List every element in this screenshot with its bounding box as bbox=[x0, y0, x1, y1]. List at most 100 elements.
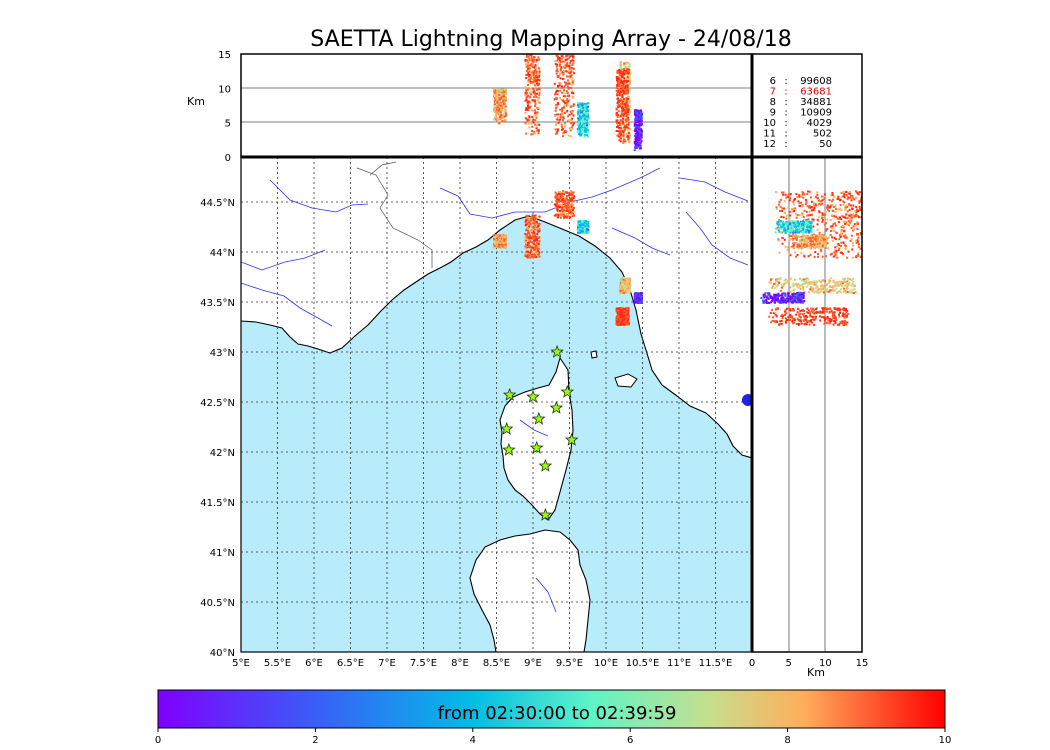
lightning-point-side bbox=[810, 240, 813, 243]
lightning-point-altitude bbox=[532, 121, 535, 124]
lightning-point-side bbox=[792, 237, 795, 240]
lightning-point-altitude bbox=[537, 107, 540, 110]
lightning-point bbox=[529, 234, 532, 237]
lightning-point bbox=[569, 199, 572, 202]
lightning-point-altitude bbox=[494, 91, 497, 94]
lightning-point-side bbox=[776, 284, 779, 287]
lightning-point bbox=[568, 193, 571, 196]
lightning-point-side bbox=[802, 191, 805, 194]
lightning-point-side bbox=[820, 200, 823, 203]
lightning-point bbox=[498, 245, 501, 248]
lightning-point-altitude bbox=[534, 92, 537, 95]
lightning-point-altitude bbox=[564, 83, 567, 86]
lightning-point-side bbox=[847, 283, 850, 286]
lightning-point-side bbox=[832, 281, 835, 284]
lightning-point bbox=[569, 203, 572, 206]
lightning-point-side bbox=[812, 218, 815, 221]
lightning-point-side bbox=[807, 237, 810, 240]
lightning-point-altitude bbox=[618, 132, 621, 135]
lightning-point-altitude bbox=[638, 123, 641, 126]
lightning-point bbox=[624, 290, 627, 293]
lightning-point-altitude bbox=[637, 136, 640, 139]
lightning-point-altitude bbox=[534, 68, 537, 71]
lightning-point bbox=[528, 236, 531, 239]
lightning-point bbox=[616, 320, 619, 323]
lightning-point-side bbox=[821, 286, 824, 289]
lightning-point-altitude bbox=[627, 71, 630, 74]
lightning-point-side bbox=[804, 231, 807, 234]
lightning-point-altitude bbox=[617, 106, 620, 109]
lightning-point-altitude bbox=[496, 101, 499, 104]
lightning-point bbox=[571, 211, 574, 214]
lightning-point-altitude bbox=[557, 103, 560, 106]
lightning-point bbox=[537, 223, 540, 226]
lightning-point-altitude bbox=[623, 131, 626, 134]
lightning-point-side bbox=[808, 240, 811, 243]
lightning-point bbox=[571, 209, 574, 212]
lightning-point bbox=[572, 215, 575, 218]
lightning-point-altitude bbox=[534, 60, 537, 63]
lightning-point bbox=[584, 220, 587, 223]
lightning-point-altitude bbox=[536, 111, 539, 114]
lightning-point-side bbox=[815, 241, 818, 244]
lightning-point-altitude bbox=[580, 134, 583, 137]
lightning-point-altitude bbox=[564, 101, 567, 104]
lightning-point-side bbox=[816, 238, 819, 241]
lightning-point bbox=[626, 320, 629, 323]
lightning-point bbox=[531, 237, 534, 240]
lightning-point-side bbox=[828, 281, 831, 284]
lightning-point-side bbox=[844, 222, 847, 225]
lightning-point-side bbox=[855, 256, 858, 259]
lightning-point-altitude bbox=[496, 118, 499, 121]
lightning-point bbox=[570, 205, 573, 208]
lightning-point-side bbox=[801, 220, 804, 223]
lightning-point bbox=[497, 244, 500, 247]
lightning-point-side bbox=[823, 288, 826, 291]
lightning-point-side bbox=[831, 225, 834, 228]
lightning-point-side bbox=[842, 290, 845, 293]
lightning-point-altitude bbox=[639, 123, 642, 126]
lightning-point bbox=[624, 277, 627, 280]
lightning-point-altitude bbox=[555, 91, 558, 94]
lightning-point-side bbox=[805, 244, 808, 247]
lightning-point-altitude bbox=[627, 129, 630, 132]
lightning-point-side bbox=[798, 194, 801, 197]
lightning-point bbox=[564, 214, 567, 217]
lightning-point bbox=[534, 227, 537, 230]
lightning-point-altitude bbox=[562, 73, 565, 76]
lightning-point-altitude bbox=[579, 130, 582, 133]
lightning-point bbox=[564, 199, 567, 202]
lightning-point bbox=[627, 286, 630, 289]
lightning-point-altitude bbox=[585, 120, 588, 123]
lightning-point-side bbox=[788, 199, 791, 202]
lightning-point-altitude bbox=[640, 132, 643, 135]
lightning-point bbox=[535, 226, 538, 229]
side-panel: 0 5 10 15 Km bbox=[749, 156, 868, 679]
lightning-point-altitude bbox=[638, 117, 641, 120]
lightning-point-altitude bbox=[560, 85, 563, 88]
lightning-point-side bbox=[835, 252, 838, 255]
lightning-point-side bbox=[828, 209, 831, 212]
lightning-point bbox=[535, 252, 538, 255]
lightning-point bbox=[628, 282, 631, 285]
lightning-point-altitude bbox=[583, 129, 586, 132]
lightning-point-altitude bbox=[561, 91, 564, 94]
lightning-point-side bbox=[850, 199, 853, 202]
lightning-point-altitude bbox=[586, 113, 589, 116]
lightning-point-side bbox=[809, 220, 812, 223]
lightning-point-altitude bbox=[531, 109, 534, 112]
lightning-point bbox=[499, 243, 502, 246]
lightning-point-side bbox=[802, 236, 805, 239]
lightning-point-side bbox=[847, 192, 850, 195]
lightning-point-side bbox=[850, 234, 853, 237]
lightning-point-altitude bbox=[527, 58, 530, 61]
lightning-point-altitude bbox=[555, 107, 558, 110]
lightning-point-side bbox=[792, 200, 795, 203]
lightning-point-side bbox=[792, 289, 795, 292]
lightning-point bbox=[627, 312, 630, 315]
lightning-point-altitude bbox=[556, 59, 559, 62]
lightning-point-side bbox=[799, 220, 802, 223]
lightning-point bbox=[529, 240, 532, 243]
lightning-point-side bbox=[788, 238, 791, 241]
